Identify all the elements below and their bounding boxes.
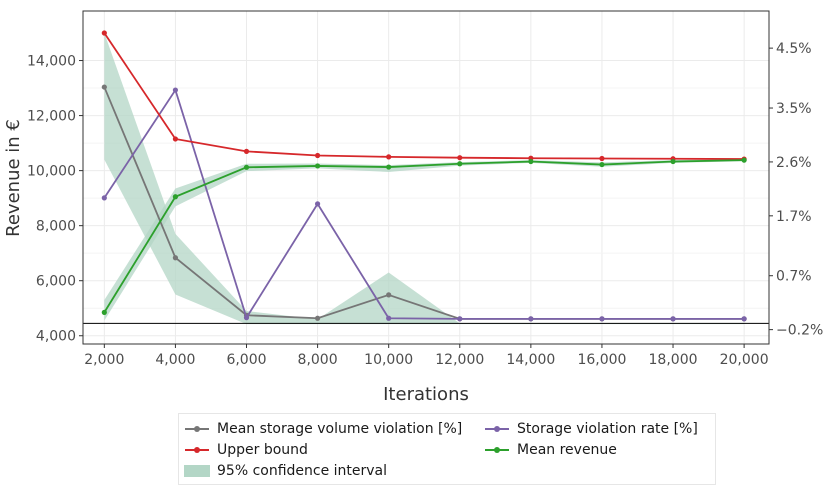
series-layer <box>101 30 747 322</box>
series-line <box>103 87 745 320</box>
legend-key-band <box>183 464 211 478</box>
legend-label: Storage violation rate [%] <box>517 421 698 437</box>
legend-label: 95% confidence interval <box>217 463 388 479</box>
y-axis-right: −0.2% 0.7% 1.7% 2.6% 3.5% 4.5% <box>769 41 823 339</box>
legend-key-line <box>483 443 511 457</box>
legend-label: Mean storage volume violation [%] <box>217 421 463 437</box>
legend-item-confidence-interval: 95% confidence interval <box>183 461 387 481</box>
x-tick-label: 4,000 <box>155 352 195 368</box>
legend-item-storage-violation-rate: Storage violation rate [%] <box>483 419 698 439</box>
data-point <box>243 148 250 154</box>
x-tick-label: 2,000 <box>84 352 124 368</box>
data-point <box>528 316 534 322</box>
data-point <box>172 87 179 93</box>
data-point <box>386 154 392 160</box>
data-point <box>101 84 107 90</box>
y-axis-title: Revenue in € <box>3 119 24 237</box>
y2-tick-label: 1.7% <box>776 209 812 225</box>
legend-key-line <box>483 422 511 436</box>
y-tick-label: 4,000 <box>36 329 76 345</box>
y-tick-label: 12,000 <box>27 109 76 125</box>
data-point <box>172 255 179 261</box>
data-point <box>386 292 392 298</box>
data-point <box>457 161 463 167</box>
data-point <box>172 194 179 200</box>
data-point <box>314 152 321 159</box>
legend-item-upper-bound: Upper bound <box>183 440 308 460</box>
legend: Mean storage volume violation [%] Storag… <box>178 413 716 485</box>
legend-key-line <box>183 443 211 457</box>
data-point <box>528 158 534 165</box>
data-point <box>243 315 250 321</box>
x-tick-label: 8,000 <box>298 352 338 368</box>
data-point <box>314 315 321 321</box>
data-point <box>314 201 321 207</box>
data-point <box>101 195 107 201</box>
plot-border <box>82 10 770 345</box>
data-point <box>243 164 250 170</box>
data-point <box>386 315 392 321</box>
series-line <box>103 159 745 313</box>
y-tick-label: 10,000 <box>27 164 76 180</box>
data-point <box>457 155 463 161</box>
series-line <box>103 32 745 160</box>
x-tick-label: 20,000 <box>720 352 769 368</box>
data-point <box>670 158 676 165</box>
data-point <box>457 316 463 322</box>
y-tick-label: 8,000 <box>36 219 76 235</box>
y2-tick-label: −0.2% <box>776 323 823 339</box>
y2-tick-label: 4.5% <box>776 41 812 57</box>
x-axis-title: Iterations <box>383 384 469 405</box>
x-tick-label: 18,000 <box>649 352 698 368</box>
x-tick-label: 10,000 <box>364 352 413 368</box>
y-tick-label: 6,000 <box>36 274 76 290</box>
legend-label: Mean revenue <box>517 442 617 458</box>
y2-tick-label: 0.7% <box>776 269 812 285</box>
data-point <box>386 164 392 170</box>
x-axis: 2,000 4,000 6,000 8,000 10,000 12,000 14,000 16… <box>84 344 769 368</box>
data-point <box>101 30 107 36</box>
legend-item-storage-volume-violation: Mean storage volume violation [%] <box>183 419 462 439</box>
y-tick-label: 14,000 <box>27 54 76 70</box>
series-storage-violation-rate <box>101 87 747 322</box>
chart: 2,000 4,000 6,000 8,000 10,000 12,000 14,000 16… <box>3 10 823 405</box>
data-point <box>599 155 605 162</box>
x-tick-label: 16,000 <box>577 352 626 368</box>
data-point <box>172 136 179 142</box>
legend-label: Upper bound <box>217 442 308 458</box>
data-point <box>670 316 676 322</box>
data-point <box>314 163 321 169</box>
y-axis-left: 4,000 6,000 8,000 10,000 12,000 14,000 <box>27 54 83 345</box>
legend-key-line <box>183 422 211 436</box>
grid <box>83 11 769 344</box>
data-point <box>101 309 107 315</box>
data-point <box>599 316 605 322</box>
data-point <box>741 157 747 163</box>
y2-tick-label: 3.5% <box>776 101 812 117</box>
y2-tick-label: 2.6% <box>776 155 812 171</box>
data-point <box>599 161 605 168</box>
data-point <box>741 316 747 322</box>
x-tick-label: 12,000 <box>435 352 484 368</box>
x-tick-label: 6,000 <box>226 352 266 368</box>
legend-item-mean-revenue: Mean revenue <box>483 440 617 460</box>
series-mean-revenue <box>101 157 747 315</box>
x-tick-label: 14,000 <box>506 352 555 368</box>
